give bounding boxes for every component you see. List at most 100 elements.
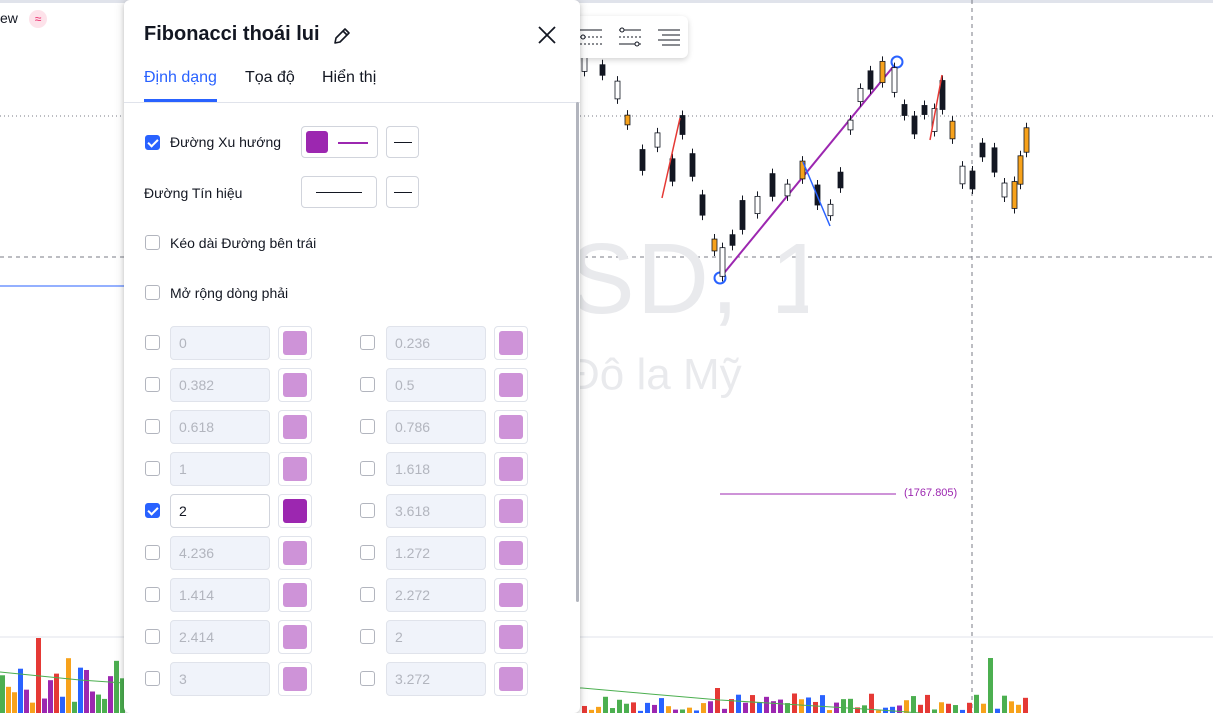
pencil-icon[interactable] [332, 26, 352, 51]
volume-bar [596, 706, 601, 713]
level-value-input[interactable]: 1.618 [386, 452, 486, 486]
level-color-button[interactable] [494, 452, 528, 486]
tab-format[interactable]: Định dạng [144, 69, 217, 86]
level-checkbox[interactable] [360, 545, 375, 560]
signal-line-width-button[interactable] [386, 176, 419, 208]
signal-line-style-button[interactable] [301, 176, 377, 208]
volume-bar [848, 698, 853, 713]
level-color-button[interactable] [278, 494, 312, 528]
level-checkbox[interactable] [145, 671, 160, 686]
level-value-input[interactable]: 2 [386, 620, 486, 654]
level-value-input[interactable]: 3.272 [386, 662, 486, 696]
level-value-input[interactable]: 2 [170, 494, 270, 528]
level-color-button[interactable] [278, 452, 312, 486]
levels-dots-alt-icon[interactable] [617, 24, 643, 50]
level-checkbox[interactable] [145, 587, 160, 602]
volume-bar [24, 689, 29, 713]
level-color-button[interactable] [494, 326, 528, 360]
trend-line-width-button[interactable] [386, 126, 419, 158]
level-color-swatch [283, 541, 307, 565]
level-value-input[interactable]: 0.382 [170, 368, 270, 402]
level-value-input[interactable]: 0.5 [386, 368, 486, 402]
level-color-button[interactable] [494, 578, 528, 612]
extend-left-checkbox[interactable] [145, 235, 160, 250]
level-value-input[interactable]: 4.236 [170, 536, 270, 570]
level-color-button[interactable] [494, 410, 528, 444]
trend-line-checkbox[interactable] [145, 135, 160, 150]
volume-bar [72, 701, 77, 713]
candle-body [921, 105, 928, 115]
volume-bar [659, 698, 664, 713]
level-color-button[interactable] [278, 326, 312, 360]
volume-bar [722, 708, 727, 713]
level-checkbox[interactable] [145, 629, 160, 644]
tab-visibility[interactable]: Hiển thị [322, 69, 377, 86]
level-value-input[interactable]: 3.618 [386, 494, 486, 528]
levels-dots-icon[interactable] [578, 24, 604, 50]
level-value-input[interactable]: 2.414 [170, 620, 270, 654]
level-checkbox[interactable] [360, 503, 375, 518]
candle-body [639, 149, 646, 171]
level-color-button[interactable] [494, 494, 528, 528]
volume-bar [617, 699, 622, 713]
level-color-button[interactable] [278, 620, 312, 654]
level-checkbox[interactable] [360, 377, 375, 392]
volume-bar [638, 710, 643, 713]
level-color-button[interactable] [278, 662, 312, 696]
volume-moving-average [0, 671, 921, 713]
level-color-button[interactable] [278, 410, 312, 444]
volume-bar [114, 660, 119, 713]
level-value-input[interactable]: 0.786 [386, 410, 486, 444]
level-color-swatch [499, 583, 523, 607]
level-checkbox[interactable] [360, 461, 375, 476]
volume-bar [624, 703, 629, 713]
brand-badge-icon[interactable]: ≈ [29, 10, 47, 28]
level-checkbox[interactable] [145, 335, 160, 350]
level-color-button[interactable] [494, 368, 528, 402]
level-checkbox[interactable] [360, 629, 375, 644]
close-icon[interactable] [536, 24, 558, 46]
level-checkbox[interactable] [360, 587, 375, 602]
level-color-swatch [283, 457, 307, 481]
candle-body [857, 87, 864, 103]
volume-bar [120, 678, 125, 713]
candle-body [719, 247, 726, 277]
level-checkbox[interactable] [145, 545, 160, 560]
level-color-button[interactable] [278, 536, 312, 570]
level-value-input[interactable]: 0.618 [170, 410, 270, 444]
pattern-stroke [802, 161, 831, 227]
top-border [0, 0, 1213, 3]
trend-line-style-button[interactable] [301, 126, 378, 158]
volume-bar [54, 673, 59, 713]
level-color-button[interactable] [494, 620, 528, 654]
level-color-swatch [499, 373, 523, 397]
level-color-button[interactable] [278, 578, 312, 612]
level-color-button[interactable] [494, 662, 528, 696]
level-color-button[interactable] [278, 368, 312, 402]
level-value-input[interactable]: 1.414 [170, 578, 270, 612]
volume-bar [932, 709, 937, 713]
level-color-swatch [283, 331, 307, 355]
level-checkbox[interactable] [360, 419, 375, 434]
level-value-input[interactable]: 1 [170, 452, 270, 486]
level-checkbox[interactable] [360, 335, 375, 350]
tabs-divider [124, 102, 580, 103]
level-checkbox[interactable] [360, 671, 375, 686]
level-value-input[interactable]: 1.272 [386, 536, 486, 570]
level-color-button[interactable] [494, 536, 528, 570]
level-value-input[interactable]: 2.272 [386, 578, 486, 612]
levels-lines-icon[interactable] [656, 24, 682, 50]
level-checkbox[interactable] [145, 461, 160, 476]
level-checkbox[interactable] [145, 377, 160, 392]
level-checkbox[interactable] [145, 503, 160, 518]
tab-coordinates[interactable]: Tọa độ [245, 69, 295, 86]
level-value-input[interactable]: 3 [170, 662, 270, 696]
extend-right-checkbox[interactable] [145, 285, 160, 300]
volume-bar [694, 710, 699, 713]
level-value-input[interactable]: 0 [170, 326, 270, 360]
dialog-scrollbar[interactable] [576, 102, 579, 602]
level-value-input[interactable]: 0.236 [386, 326, 486, 360]
level-checkbox[interactable] [145, 419, 160, 434]
volume-bar [764, 696, 769, 713]
